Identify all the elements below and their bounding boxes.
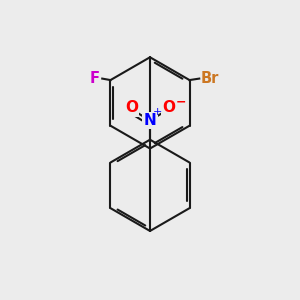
Text: −: − (176, 95, 186, 109)
Text: Br: Br (201, 71, 219, 86)
Text: O: O (125, 100, 138, 116)
Text: O: O (162, 100, 175, 116)
Text: +: + (153, 107, 162, 117)
Text: F: F (89, 71, 99, 86)
Text: N: N (144, 113, 156, 128)
